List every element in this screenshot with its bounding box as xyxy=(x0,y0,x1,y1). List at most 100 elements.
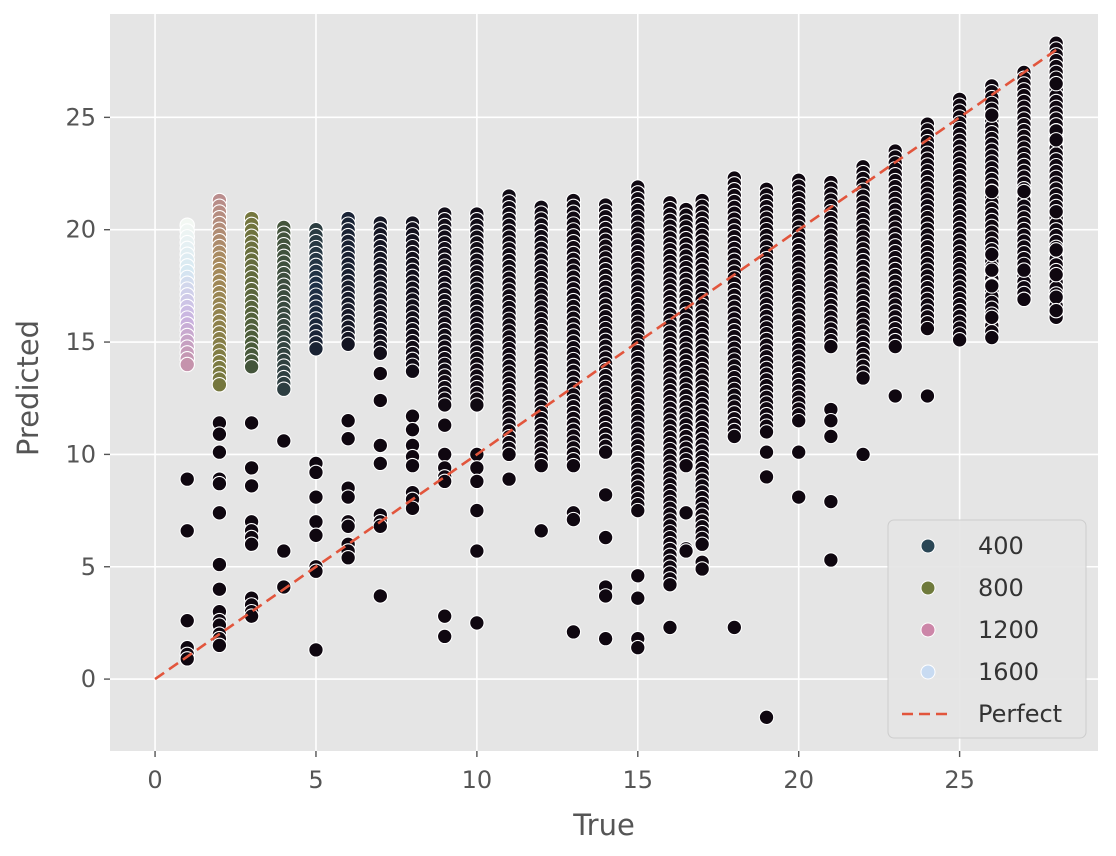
data-point xyxy=(984,246,1000,263)
data-point xyxy=(823,338,839,355)
data-point xyxy=(678,457,694,474)
data-point xyxy=(597,529,614,546)
data-point xyxy=(887,388,904,404)
data-point xyxy=(823,412,839,429)
x-tick-label: 5 xyxy=(308,766,323,794)
data-point xyxy=(372,345,389,362)
data-point xyxy=(630,639,646,656)
data-point xyxy=(984,262,1000,278)
data-point xyxy=(823,552,839,568)
data-point xyxy=(790,444,807,460)
legend-label: 1600 xyxy=(978,658,1039,686)
data-point xyxy=(984,107,1000,123)
data-point xyxy=(308,642,324,658)
data-point xyxy=(211,505,228,521)
data-point xyxy=(1016,291,1032,308)
data-point xyxy=(984,329,1000,346)
data-point xyxy=(501,471,517,487)
data-point xyxy=(469,502,485,519)
data-point xyxy=(678,505,694,521)
data-point xyxy=(694,536,710,553)
x-tick-label: 10 xyxy=(462,766,493,794)
data-point xyxy=(211,581,228,597)
x-axis-ticks: 0 5 10 15 20 25 xyxy=(147,751,975,794)
y-axis-ticks: 0 5 10 15 20 25 xyxy=(65,103,110,693)
legend-marker xyxy=(920,664,936,680)
x-tick-label: 25 xyxy=(944,766,975,794)
data-point xyxy=(372,437,389,454)
y-tick-label: 25 xyxy=(65,103,96,131)
data-point xyxy=(1048,132,1064,148)
legend-marker xyxy=(920,580,936,596)
legend-marker xyxy=(920,622,936,638)
data-point xyxy=(211,475,228,492)
data-point xyxy=(984,183,1000,200)
data-point xyxy=(758,444,775,460)
x-tick-label: 20 xyxy=(783,766,814,794)
legend-box xyxy=(887,519,1087,739)
data-point xyxy=(1048,75,1064,92)
data-point xyxy=(790,489,807,505)
data-point xyxy=(179,471,195,487)
data-point xyxy=(436,417,453,433)
y-tick-label: 20 xyxy=(65,216,96,244)
data-point xyxy=(662,619,678,636)
data-point xyxy=(372,455,389,472)
legend-marker xyxy=(920,538,936,554)
data-point xyxy=(694,561,710,577)
data-point xyxy=(308,464,324,481)
data-point xyxy=(340,336,356,353)
data-point xyxy=(469,397,485,413)
data-point xyxy=(597,630,614,647)
data-point xyxy=(179,523,195,539)
data-point xyxy=(276,433,292,449)
data-point xyxy=(469,615,485,631)
data-point xyxy=(340,550,356,566)
data-point xyxy=(211,376,228,393)
data-point xyxy=(823,493,839,510)
data-point xyxy=(436,608,453,624)
data-point xyxy=(308,341,324,357)
data-point xyxy=(404,363,421,380)
data-point xyxy=(919,388,936,404)
data-point xyxy=(951,332,968,348)
perfect-line xyxy=(154,48,1057,681)
data-point xyxy=(243,359,260,375)
data-point xyxy=(597,444,614,460)
data-point xyxy=(1048,266,1064,283)
legend-label: 400 xyxy=(978,532,1024,560)
data-point xyxy=(469,543,485,559)
data-point xyxy=(887,338,904,355)
data-point xyxy=(726,619,743,636)
data-point xyxy=(372,365,389,382)
data-point xyxy=(372,392,389,409)
data-point xyxy=(340,489,356,505)
data-point xyxy=(243,536,260,553)
data-point xyxy=(1016,183,1032,200)
x-tick-label: 15 xyxy=(623,766,654,794)
data-point xyxy=(1048,302,1064,319)
data-point xyxy=(1048,203,1064,220)
data-point xyxy=(340,518,356,535)
data-point xyxy=(436,628,453,645)
data-point xyxy=(308,527,324,544)
data-point xyxy=(404,457,421,474)
data-point xyxy=(211,637,228,654)
data-point xyxy=(469,473,485,490)
data-point xyxy=(276,381,292,397)
data-point xyxy=(1048,242,1064,258)
data-point xyxy=(243,415,260,431)
data-point xyxy=(211,556,228,573)
data-point xyxy=(211,426,228,442)
data-point xyxy=(630,590,646,606)
data-point xyxy=(469,460,485,476)
data-point xyxy=(678,543,694,559)
y-axis-label: Predicted xyxy=(11,320,45,456)
data-point xyxy=(758,709,775,726)
data-point xyxy=(372,518,389,535)
data-point xyxy=(243,460,260,476)
data-point xyxy=(276,543,292,559)
data-point xyxy=(404,500,421,517)
data-point xyxy=(340,412,356,429)
